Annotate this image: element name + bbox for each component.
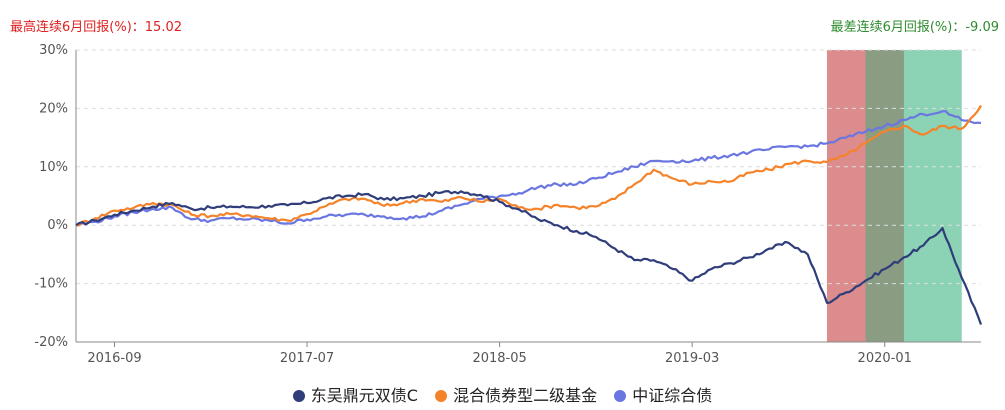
legend-item-index[interactable]: 中证综合债 [614,382,712,406]
series-line-fund [75,190,983,325]
y-tick-label: 10% [39,160,68,175]
x-tick-label: 2020-01 [858,351,912,366]
y-tick-label: -20% [34,335,68,350]
y-tick-label: 30% [39,43,68,58]
legend-dot-bond2 [435,390,448,402]
legend-dot-index [614,390,627,402]
y-tick-label: -10% [34,277,68,292]
worst-6m-return-value: -9.09 [965,20,999,35]
x-tick-label: 2017-07 [280,351,334,366]
x-tick-label: 2018-05 [472,351,526,366]
legend-item-fund[interactable]: 东吴鼎元双债C [292,382,418,406]
best-6m-return-value: 15.02 [144,20,182,35]
legend-label-bond2: 混合债券型二级基金 [453,386,598,405]
series-line-bond2 [75,104,982,227]
legend-label-index: 中证综合债 [632,386,713,405]
return-chart: -20% -10% 0% 10% 20% 30% 2016-09 2017-07 2018-05… [34,43,983,366]
worst-period-band [903,50,962,342]
worst-6m-return-label: 最差连续6月回报(%)：-9.09 [831,16,999,35]
y-tick-label: 0% [47,218,68,233]
x-tick-label: 2016-09 [87,351,141,366]
best-6m-return-label: 最高连续6月回报(%)：15.02 [10,16,182,35]
chart-legend: 东吴鼎元双债C 混合债券型二级基金 中证综合债 [0,382,1005,406]
best-period-band [826,50,866,342]
legend-dot-fund [292,390,305,402]
legend-label-fund: 东吴鼎元双债C [310,386,418,405]
y-tick-label: 20% [39,101,68,116]
series-line-index [75,110,982,227]
x-tick-label: 2019-03 [665,351,719,366]
legend-item-bond2[interactable]: 混合债券型二级基金 [435,382,597,406]
overlap-period-band [865,50,904,342]
worst-6m-return-caption: 最差连续6月回报(%)： [830,20,966,35]
best-6m-return-caption: 最高连续6月回报(%)： [10,20,145,35]
